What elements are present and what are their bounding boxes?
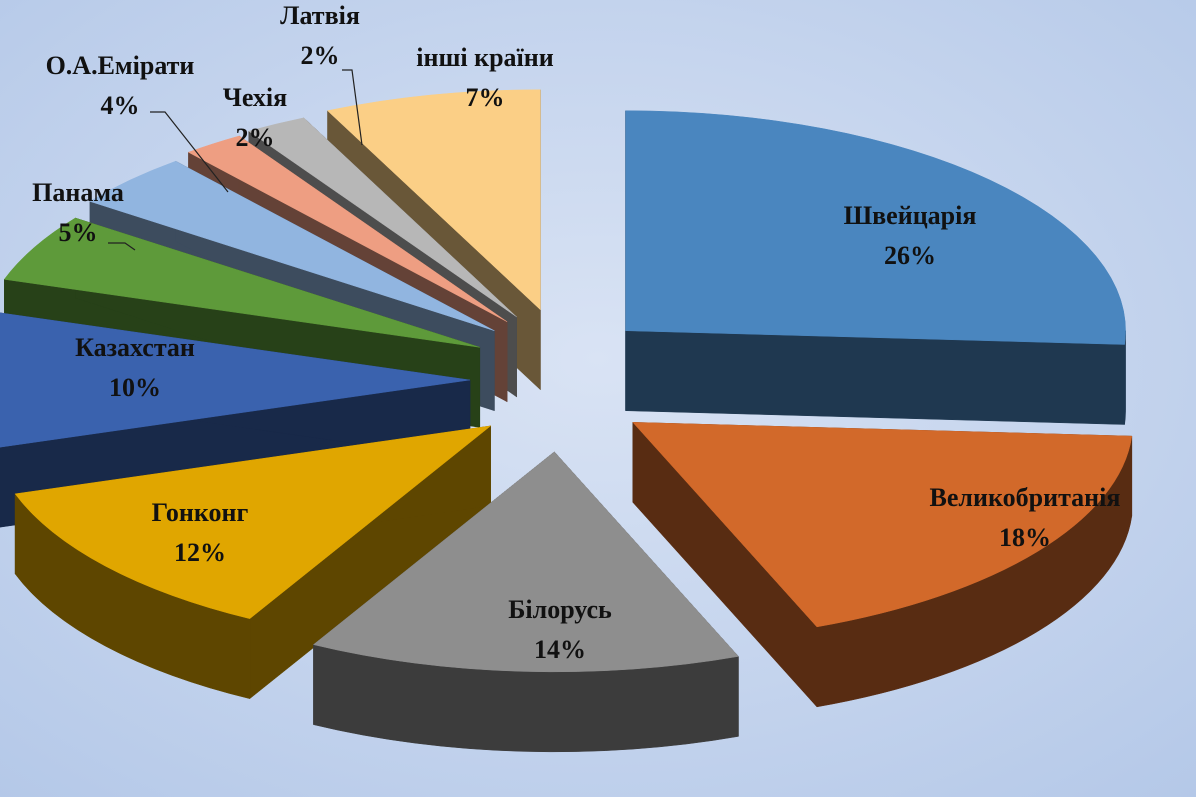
slice-label: Швейцарія: [844, 201, 977, 230]
pie: [0, 89, 1133, 753]
slice: [632, 422, 1133, 628]
slice-value-label: 12%: [174, 538, 226, 567]
slice-label: Латвія: [280, 1, 360, 30]
slice: [248, 117, 517, 318]
slice-side: [625, 330, 1125, 425]
slice-value-label: 5%: [59, 218, 98, 247]
slice-value-label: 14%: [534, 635, 586, 664]
leader-line: [108, 242, 136, 251]
slice-value-label: 2%: [301, 41, 340, 70]
slice-wall: [1124, 330, 1126, 425]
slice-value-label: 4%: [101, 91, 140, 120]
leader-line: [342, 69, 363, 146]
slice: [3, 217, 480, 348]
slice: [312, 451, 739, 673]
slice: [625, 110, 1126, 345]
slice: [89, 160, 495, 331]
slice-label: Чехія: [223, 83, 287, 112]
slice-label: Панама: [32, 178, 124, 207]
slice-value-label: 18%: [999, 523, 1051, 552]
slice-value-label: 2%: [236, 123, 275, 152]
labels: Швейцарія 26% Великобританія 18% Білорусь 14%…: [32, 1, 1120, 664]
slice-label: Білорусь: [508, 595, 612, 624]
slice-value-label: 26%: [884, 241, 936, 270]
slice-label: Казахстан: [75, 333, 195, 362]
leader-line: [150, 111, 229, 193]
slice-label: О.А.Емірати: [46, 51, 195, 80]
slice: [0, 312, 471, 448]
slice: [187, 135, 508, 322]
slice: [14, 425, 492, 619]
slice-label: інші країни: [416, 43, 554, 72]
slice: [326, 89, 541, 311]
slice-value-label: 7%: [466, 83, 505, 112]
slice-value-label: 10%: [109, 373, 161, 402]
slice-label: Гонконг: [152, 498, 249, 527]
slice-label: Великобританія: [930, 483, 1121, 512]
